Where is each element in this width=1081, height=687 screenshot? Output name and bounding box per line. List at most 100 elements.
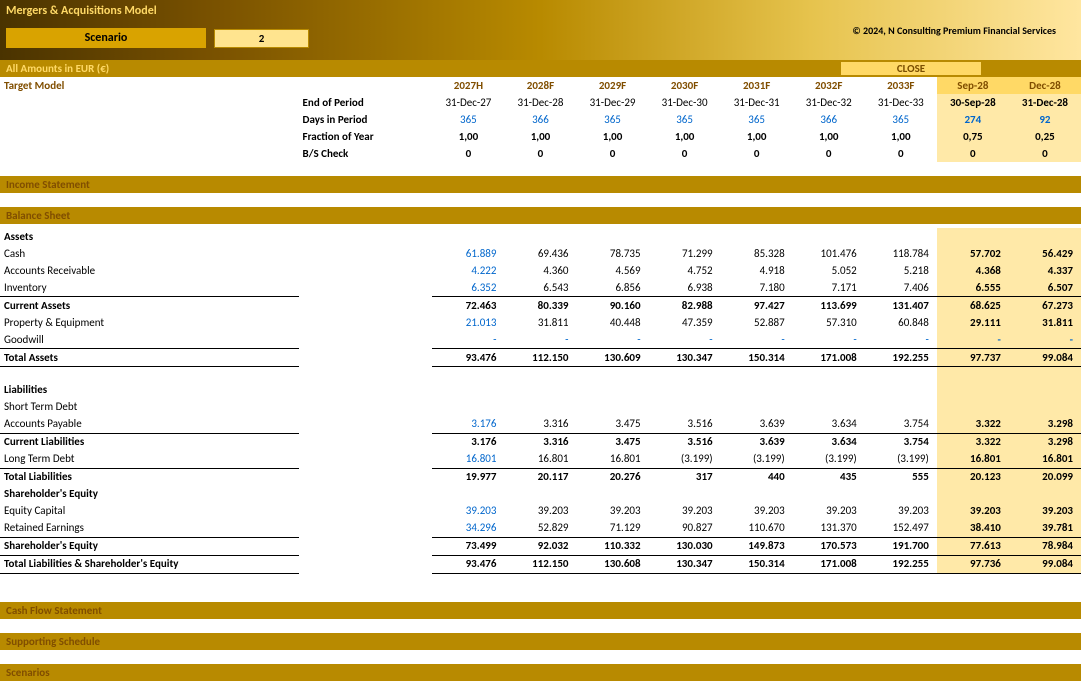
close-cell[interactable]: 3.322 [937, 433, 1009, 451]
data-cell[interactable]: 4.360 [504, 262, 576, 279]
close-cell[interactable]: 99.084 [1009, 349, 1081, 367]
data-cell[interactable]: 31-Dec-29 [577, 94, 649, 111]
close-cell[interactable]: 39.203 [937, 503, 1009, 520]
data-cell[interactable]: 40.448 [577, 314, 649, 331]
data-cell[interactable]: 93.476 [432, 555, 504, 573]
data-cell[interactable]: 31-Dec-28 [504, 94, 576, 111]
data-cell[interactable] [577, 399, 649, 416]
data-cell[interactable]: 4.569 [577, 262, 649, 279]
data-cell[interactable]: 3.176 [432, 416, 504, 434]
data-cell[interactable]: 0 [577, 145, 649, 162]
data-cell[interactable]: 73.499 [432, 537, 504, 555]
data-cell[interactable]: 90.160 [577, 297, 649, 315]
data-cell[interactable]: 71.299 [649, 245, 721, 262]
data-cell[interactable]: 6.543 [504, 279, 576, 297]
data-cell[interactable]: 7.180 [721, 279, 793, 297]
data-cell[interactable]: 34.296 [432, 520, 504, 538]
data-cell[interactable]: 131.407 [865, 297, 937, 315]
data-cell[interactable]: 47.359 [649, 314, 721, 331]
data-cell[interactable] [649, 399, 721, 416]
data-cell[interactable]: 130.030 [649, 537, 721, 555]
data-cell[interactable]: 0 [865, 145, 937, 162]
data-cell[interactable]: 0 [793, 145, 865, 162]
data-cell[interactable]: 3.639 [721, 416, 793, 434]
data-cell[interactable]: 72.463 [432, 297, 504, 315]
data-cell[interactable]: 365 [577, 111, 649, 128]
data-cell[interactable]: - [504, 331, 576, 349]
close-cell[interactable]: 274 [937, 111, 1009, 128]
close-cell[interactable]: 4.368 [937, 262, 1009, 279]
data-cell[interactable]: 20.276 [577, 468, 649, 486]
data-cell[interactable]: 80.339 [504, 297, 576, 315]
data-cell[interactable]: 171.008 [793, 555, 865, 573]
data-cell[interactable]: 130.608 [577, 555, 649, 573]
data-cell[interactable]: 16.801 [577, 451, 649, 469]
data-cell[interactable]: 5.052 [793, 262, 865, 279]
data-cell[interactable]: 3.475 [577, 416, 649, 434]
data-cell[interactable]: (3.199) [649, 451, 721, 469]
data-cell[interactable]: 1,00 [577, 128, 649, 145]
data-cell[interactable]: 21.013 [432, 314, 504, 331]
data-cell[interactable]: 16.801 [504, 451, 576, 469]
data-cell[interactable]: 435 [793, 468, 865, 486]
data-cell[interactable]: 118.784 [865, 245, 937, 262]
close-cell[interactable]: 56.429 [1009, 245, 1081, 262]
close-cell[interactable]: 39.203 [1009, 503, 1081, 520]
data-cell[interactable]: 31-Dec-30 [649, 94, 721, 111]
data-cell[interactable]: 0 [504, 145, 576, 162]
data-cell[interactable]: 112.150 [504, 555, 576, 573]
data-cell[interactable]: - [649, 331, 721, 349]
data-cell[interactable]: 4.918 [721, 262, 793, 279]
close-cell[interactable]: 68.625 [937, 297, 1009, 315]
section-supporting[interactable]: Supporting Schedule [0, 633, 1081, 650]
data-cell[interactable]: 1,00 [793, 128, 865, 145]
data-cell[interactable]: (3.199) [793, 451, 865, 469]
data-cell[interactable]: 39.203 [649, 503, 721, 520]
data-cell[interactable]: 6.856 [577, 279, 649, 297]
data-cell[interactable]: 3.516 [649, 416, 721, 434]
close-cell[interactable]: 97.736 [937, 555, 1009, 573]
data-cell[interactable]: 150.314 [721, 349, 793, 367]
data-cell[interactable]: 130.609 [577, 349, 649, 367]
data-cell[interactable]: 4.222 [432, 262, 504, 279]
close-cell[interactable]: 38.410 [937, 520, 1009, 538]
close-cell[interactable]: 31.811 [1009, 314, 1081, 331]
data-cell[interactable]: 191.700 [865, 537, 937, 555]
data-cell[interactable]: 6.938 [649, 279, 721, 297]
close-cell[interactable] [1009, 399, 1081, 416]
close-cell[interactable]: 92 [1009, 111, 1081, 128]
data-cell[interactable]: 101.476 [793, 245, 865, 262]
data-cell[interactable] [432, 399, 504, 416]
close-cell[interactable]: 30-Sep-28 [937, 94, 1009, 111]
data-cell[interactable]: 0 [432, 145, 504, 162]
data-cell[interactable]: 3.754 [865, 416, 937, 434]
close-cell[interactable]: 99.084 [1009, 555, 1081, 573]
data-cell[interactable]: 3.316 [504, 433, 576, 451]
close-cell[interactable]: - [937, 331, 1009, 349]
data-cell[interactable]: 7.171 [793, 279, 865, 297]
close-cell[interactable]: 4.337 [1009, 262, 1081, 279]
data-cell[interactable]: - [865, 331, 937, 349]
section-balance-sheet[interactable]: Balance Sheet [0, 207, 1081, 224]
close-cell[interactable]: 16.801 [1009, 451, 1081, 469]
data-cell[interactable]: 192.255 [865, 349, 937, 367]
data-cell[interactable]: 1,00 [504, 128, 576, 145]
close-cell[interactable]: 0,25 [1009, 128, 1081, 145]
data-cell[interactable]: 149.873 [721, 537, 793, 555]
data-cell[interactable]: 39.203 [504, 503, 576, 520]
close-cell[interactable]: 77.613 [937, 537, 1009, 555]
data-cell[interactable]: 69.436 [504, 245, 576, 262]
section-cash-flow[interactable]: Cash Flow Statement [0, 602, 1081, 619]
close-cell[interactable]: 0,75 [937, 128, 1009, 145]
close-cell[interactable]: 31-Dec-28 [1009, 94, 1081, 111]
data-cell[interactable]: 90.827 [649, 520, 721, 538]
data-cell[interactable]: 52.829 [504, 520, 576, 538]
data-cell[interactable]: 1,00 [649, 128, 721, 145]
section-scenarios[interactable]: Scenarios [0, 664, 1081, 681]
data-cell[interactable]: - [721, 331, 793, 349]
data-cell[interactable] [504, 399, 576, 416]
data-cell[interactable]: 3.176 [432, 433, 504, 451]
data-cell[interactable]: 555 [865, 468, 937, 486]
data-cell[interactable]: 440 [721, 468, 793, 486]
data-cell[interactable]: 112.150 [504, 349, 576, 367]
